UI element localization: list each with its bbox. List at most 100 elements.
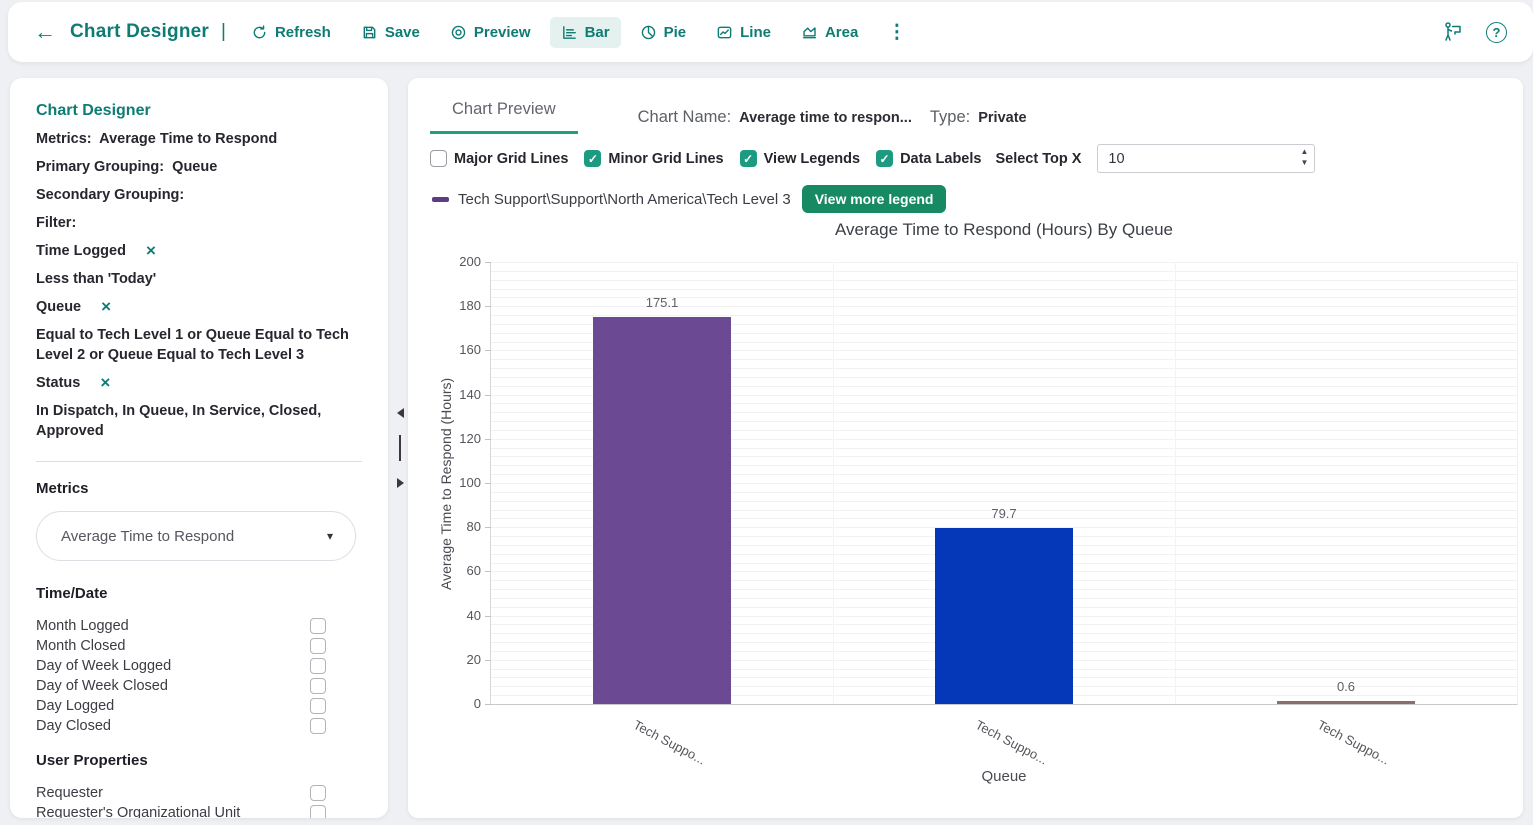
check-icon: ✓ <box>587 151 598 166</box>
bar[interactable] <box>935 527 1073 704</box>
chart-type-value: Private <box>978 109 1027 126</box>
option-day-of-week-logged[interactable]: Day of Week Logged <box>36 656 326 676</box>
bar-chart-plot-area: 0 20 40 60 80 100 120 140 160 180 200 175.1 Tech Sup… <box>459 254 1518 768</box>
option-major-grid-lines[interactable]: ✓ Major Grid Lines <box>430 150 568 167</box>
legend-label: Tech Support\Support\North America\Tech … <box>458 190 791 208</box>
chart-name-group: Chart Name: Average time to respon... <box>637 107 912 126</box>
minor-grid-line <box>491 483 1517 484</box>
minor-grid-line <box>491 332 1517 334</box>
help-button[interactable]: ? <box>1486 21 1507 43</box>
spinner-down-icon[interactable]: ▼ <box>1300 158 1309 167</box>
remove-filter-time-logged-button[interactable]: × <box>146 242 156 259</box>
checkbox[interactable] <box>310 618 326 634</box>
check-icon: ✓ <box>743 151 754 166</box>
chevron-down-icon: ▾ <box>326 529 333 543</box>
option-month-closed[interactable]: Month Closed <box>36 636 326 656</box>
remove-filter-queue-button[interactable]: × <box>101 298 111 315</box>
more-menu-button[interactable]: ⋮ <box>877 17 916 48</box>
checkbox[interactable] <box>310 718 326 734</box>
save-button[interactable]: Save <box>350 17 431 48</box>
checkbox[interactable]: ✓ <box>584 150 602 167</box>
app-title: Chart Designer <box>70 21 210 42</box>
collapse-right-icon[interactable] <box>396 478 404 488</box>
bar-chart-button[interactable]: Bar <box>549 16 621 48</box>
back-button[interactable]: ← <box>34 19 56 44</box>
y-tick-label: 60 <box>466 563 481 579</box>
user-properties-heading: User Properties <box>36 752 148 769</box>
bar[interactable] <box>593 317 731 704</box>
minor-grid-line <box>491 279 1517 281</box>
minor-grid-line <box>491 421 1517 423</box>
minor-grid-line <box>491 350 1517 352</box>
resize-bar[interactable] <box>398 435 402 461</box>
view-more-legend-button[interactable]: View more legend <box>801 185 947 213</box>
metrics-dropdown[interactable]: Average Time to Respond ▾ <box>36 511 356 561</box>
collapse-left-icon[interactable] <box>396 408 404 418</box>
option-day-logged[interactable]: Day Logged <box>36 696 326 716</box>
checkbox[interactable] <box>310 678 326 694</box>
y-tick-mark <box>485 704 491 705</box>
minor-grid-line <box>491 385 1517 387</box>
y-tick-label: 20 <box>466 651 481 667</box>
minor-grid-line <box>491 341 1517 343</box>
checkbox[interactable] <box>310 658 326 674</box>
filter-queue: Queue × <box>36 297 112 316</box>
y-tick-mark <box>485 659 491 661</box>
minor-grid-line <box>491 306 1517 308</box>
pie-chart-button[interactable]: Pie <box>629 17 698 48</box>
pie-chart-icon <box>641 25 655 39</box>
checkbox[interactable] <box>310 785 326 801</box>
minor-grid-line <box>491 474 1517 476</box>
y-tick-label: 0 <box>473 696 481 711</box>
y-tick-label: 180 <box>459 298 481 314</box>
category-separator-line <box>833 262 834 704</box>
y-tick-label: 40 <box>466 607 481 623</box>
filter-queue-detail: Equal to Tech Level 1 or Queue Equal to … <box>36 327 349 363</box>
x-tick-label: Tech Suppo... <box>1314 717 1393 768</box>
option-month-logged[interactable]: Month Logged <box>36 616 326 636</box>
line-chart-button[interactable]: Line <box>705 17 782 48</box>
minor-grid-line <box>491 500 1517 502</box>
y-tick-label: 120 <box>459 430 481 446</box>
y-tick-label: 80 <box>466 519 481 535</box>
option-day-closed[interactable]: Day Closed <box>36 716 326 736</box>
walkthrough-button[interactable] <box>1440 20 1464 44</box>
option-requester[interactable]: Requester <box>36 783 326 803</box>
checkbox[interactable] <box>310 698 326 714</box>
minor-grid-line <box>491 297 1517 299</box>
remove-filter-status-button[interactable]: × <box>100 373 111 392</box>
minor-grid-line <box>491 509 1517 511</box>
option-view-legends[interactable]: ✓ View Legends <box>739 150 860 167</box>
title-divider: | <box>221 21 226 42</box>
spinner-up-icon[interactable]: ▲ <box>1300 147 1309 156</box>
checkbox[interactable]: ✓ <box>876 150 894 167</box>
preview-button[interactable]: Preview <box>439 17 542 48</box>
time-date-options: Month Logged Month Closed Day of Week Lo… <box>36 616 368 736</box>
checkbox[interactable]: ✓ <box>430 150 447 167</box>
top-toolbar: ← Chart Designer | Refresh Save Preview … <box>8 2 1533 62</box>
checkbox[interactable] <box>310 638 326 654</box>
close-icon: × <box>100 373 111 392</box>
option-minor-grid-lines[interactable]: ✓ Minor Grid Lines <box>584 150 724 167</box>
option-day-of-week-closed[interactable]: Day of Week Closed <box>36 676 326 696</box>
area-chart-button[interactable]: Area <box>790 17 869 48</box>
preview-header: Chart Preview Chart Name: Average time t… <box>408 78 1523 134</box>
refresh-button[interactable]: Refresh <box>240 17 342 48</box>
bar-data-label: 79.7 <box>991 505 1017 521</box>
category-separator-line <box>1175 262 1176 704</box>
preview-icon <box>451 25 466 39</box>
user-properties-options: Requester Requester's Organizational Uni… <box>36 783 368 818</box>
checkbox[interactable] <box>310 805 326 818</box>
y-tick-mark <box>485 483 491 484</box>
option-data-labels[interactable]: ✓ Data Labels <box>876 150 981 167</box>
tab-chart-preview[interactable]: Chart Preview <box>430 100 578 134</box>
bar[interactable] <box>1277 701 1415 704</box>
select-top-x-input[interactable] <box>1097 144 1316 173</box>
option-requesters-organizational-unit[interactable]: Requester's Organizational Unit <box>36 803 326 818</box>
y-tick-mark <box>485 306 491 308</box>
y-tick-mark <box>485 262 491 263</box>
checkbox[interactable]: ✓ <box>739 150 757 167</box>
filter-time-logged: Time Logged × <box>36 241 156 260</box>
bar-data-label: 0.6 <box>1336 679 1356 694</box>
minor-grid-line <box>491 262 1517 263</box>
